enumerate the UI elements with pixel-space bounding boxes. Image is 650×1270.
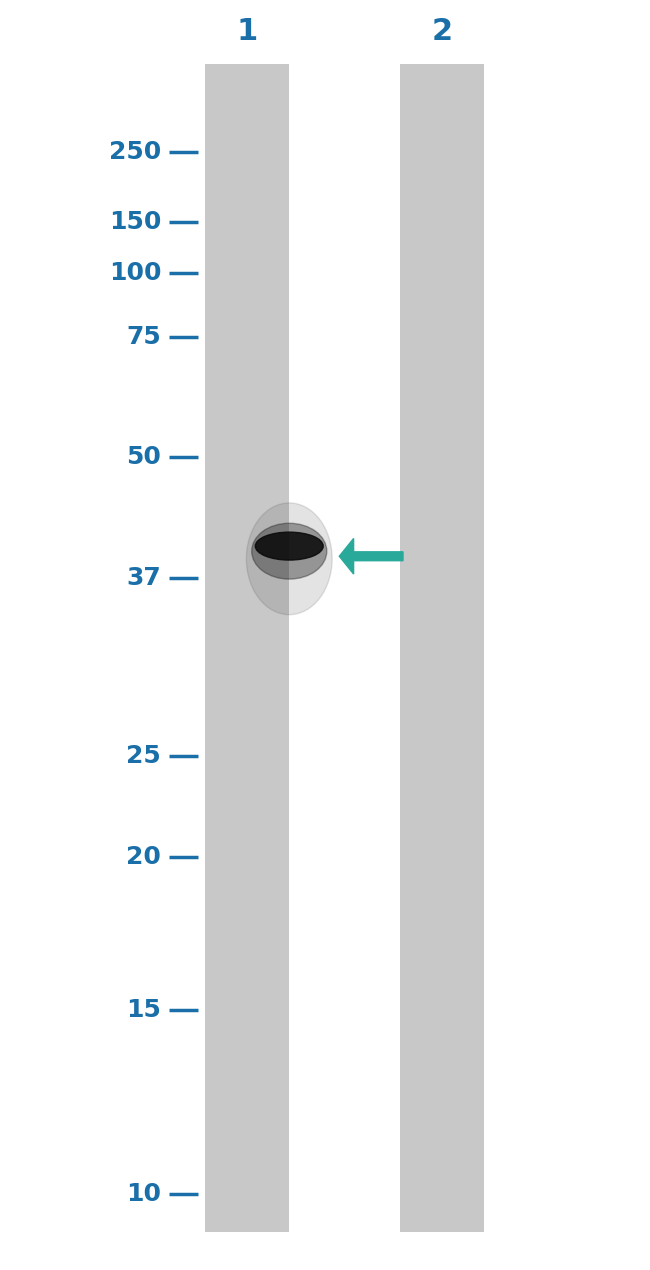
Text: 25: 25 xyxy=(127,744,161,767)
Ellipse shape xyxy=(252,523,327,579)
Text: 2: 2 xyxy=(432,18,452,46)
Text: 75: 75 xyxy=(127,325,161,348)
Text: 20: 20 xyxy=(126,846,161,869)
Text: 250: 250 xyxy=(109,141,161,164)
Text: 15: 15 xyxy=(126,998,161,1021)
Text: 100: 100 xyxy=(109,262,161,284)
Text: 50: 50 xyxy=(126,446,161,469)
Bar xyxy=(400,64,484,1232)
Text: 10: 10 xyxy=(126,1182,161,1205)
Ellipse shape xyxy=(246,503,332,615)
Text: 1: 1 xyxy=(237,18,257,46)
FancyArrow shape xyxy=(339,538,403,574)
Text: 37: 37 xyxy=(127,566,161,589)
Bar xyxy=(205,64,289,1232)
Text: 150: 150 xyxy=(109,211,161,234)
Ellipse shape xyxy=(255,532,323,560)
